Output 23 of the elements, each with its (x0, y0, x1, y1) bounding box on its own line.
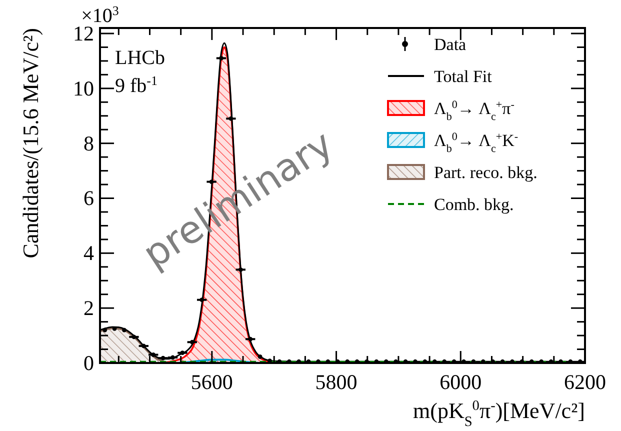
x-tick-label: 6000 (440, 370, 482, 394)
x-tick-label: 5600 (190, 370, 233, 394)
y-tick-label: 0 (84, 351, 94, 375)
point (122, 328, 126, 332)
legend-label: Λ$_{b}$$^{0}$→ Λ$_{c}$$^{+}$π$^{-}$ (434, 99, 515, 123)
annotation: LHCb (115, 47, 165, 69)
legend-label: Total Fit (434, 67, 492, 86)
x-tick-label: 6200 (564, 370, 606, 394)
y-tick-label: 4 (84, 241, 94, 266)
point (102, 328, 108, 332)
legend-label: Data (434, 35, 467, 54)
annotation: 9 fb$^{-1}$ (115, 72, 158, 97)
x-axis-title: m(pK$_{S}$$^{0}$π$^{-}$)[MeV/c²] (413, 398, 585, 430)
y-tick-label: 6 (84, 186, 94, 210)
legend-label: Λ$_{b}$$^{0}$→ Λ$_{c}$$^{+}$K$^{-}$ (434, 131, 518, 155)
x-tick-label: 5800 (315, 370, 358, 394)
legend-label: Comb. bkg. (434, 195, 514, 214)
legend-label: Part. reco. bkg. (434, 163, 538, 182)
y-tick-label: 10 (73, 76, 94, 100)
point (258, 354, 262, 359)
y-tick-label: 2 (84, 296, 94, 320)
y-axis-title: Candidates/(15.6 MeV/c²) (18, 28, 43, 258)
y-tick-label: 8 (84, 131, 94, 156)
